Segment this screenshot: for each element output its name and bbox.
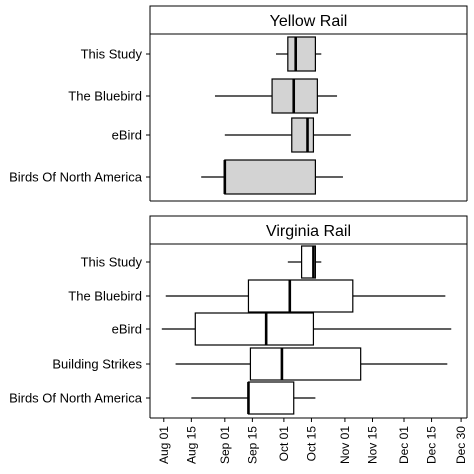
yellow-rail-category-label: This Study xyxy=(81,47,143,62)
x-tick-label: Nov 15 xyxy=(365,426,379,464)
x-tick-label: Nov 01 xyxy=(338,426,352,464)
virginia-rail-box xyxy=(247,381,295,415)
x-tick-label: Oct 15 xyxy=(304,426,318,462)
yellow-rail-box xyxy=(224,159,316,195)
virginia-rail-category-label: This Study xyxy=(81,255,143,270)
yellow-rail-category-label: eBird xyxy=(112,128,142,143)
yellow-rail-category-label: The Bluebird xyxy=(68,89,142,104)
x-tick-label: Dec 15 xyxy=(425,426,439,464)
virginia-rail-category-label: Building Strikes xyxy=(52,357,142,372)
virginia-rail-panel-strip xyxy=(149,215,468,245)
x-tick-label: Aug 15 xyxy=(184,426,198,464)
x-tick-label: Aug 01 xyxy=(157,426,171,464)
yellow-rail-panel-title: Yellow Rail xyxy=(270,13,348,30)
x-tick-label: Dec 01 xyxy=(397,426,411,464)
virginia-rail-category-label: eBird xyxy=(112,322,142,337)
virginia-rail-box xyxy=(301,245,316,279)
yellow-rail-category-label: Birds Of North America xyxy=(9,170,143,185)
yellow-rail-panel-strip xyxy=(149,5,468,35)
virginia-rail-category-label: Birds Of North America xyxy=(9,391,143,406)
virginia-rail-box xyxy=(247,279,354,313)
yellow-rail-box xyxy=(287,36,316,72)
x-tick-label: Sep 01 xyxy=(218,426,232,464)
virginia-rail-box xyxy=(194,312,315,346)
x-tick-label: Sep 15 xyxy=(245,426,259,464)
yellow-rail-box xyxy=(291,117,315,153)
virginia-rail-panel-title: Virginia Rail xyxy=(266,223,351,240)
x-tick-label: Dec 30 xyxy=(454,426,468,464)
virginia-rail-category-label: The Bluebird xyxy=(68,289,142,304)
x-tick-label: Oct 01 xyxy=(277,426,291,462)
virginia-rail-box xyxy=(249,347,362,381)
